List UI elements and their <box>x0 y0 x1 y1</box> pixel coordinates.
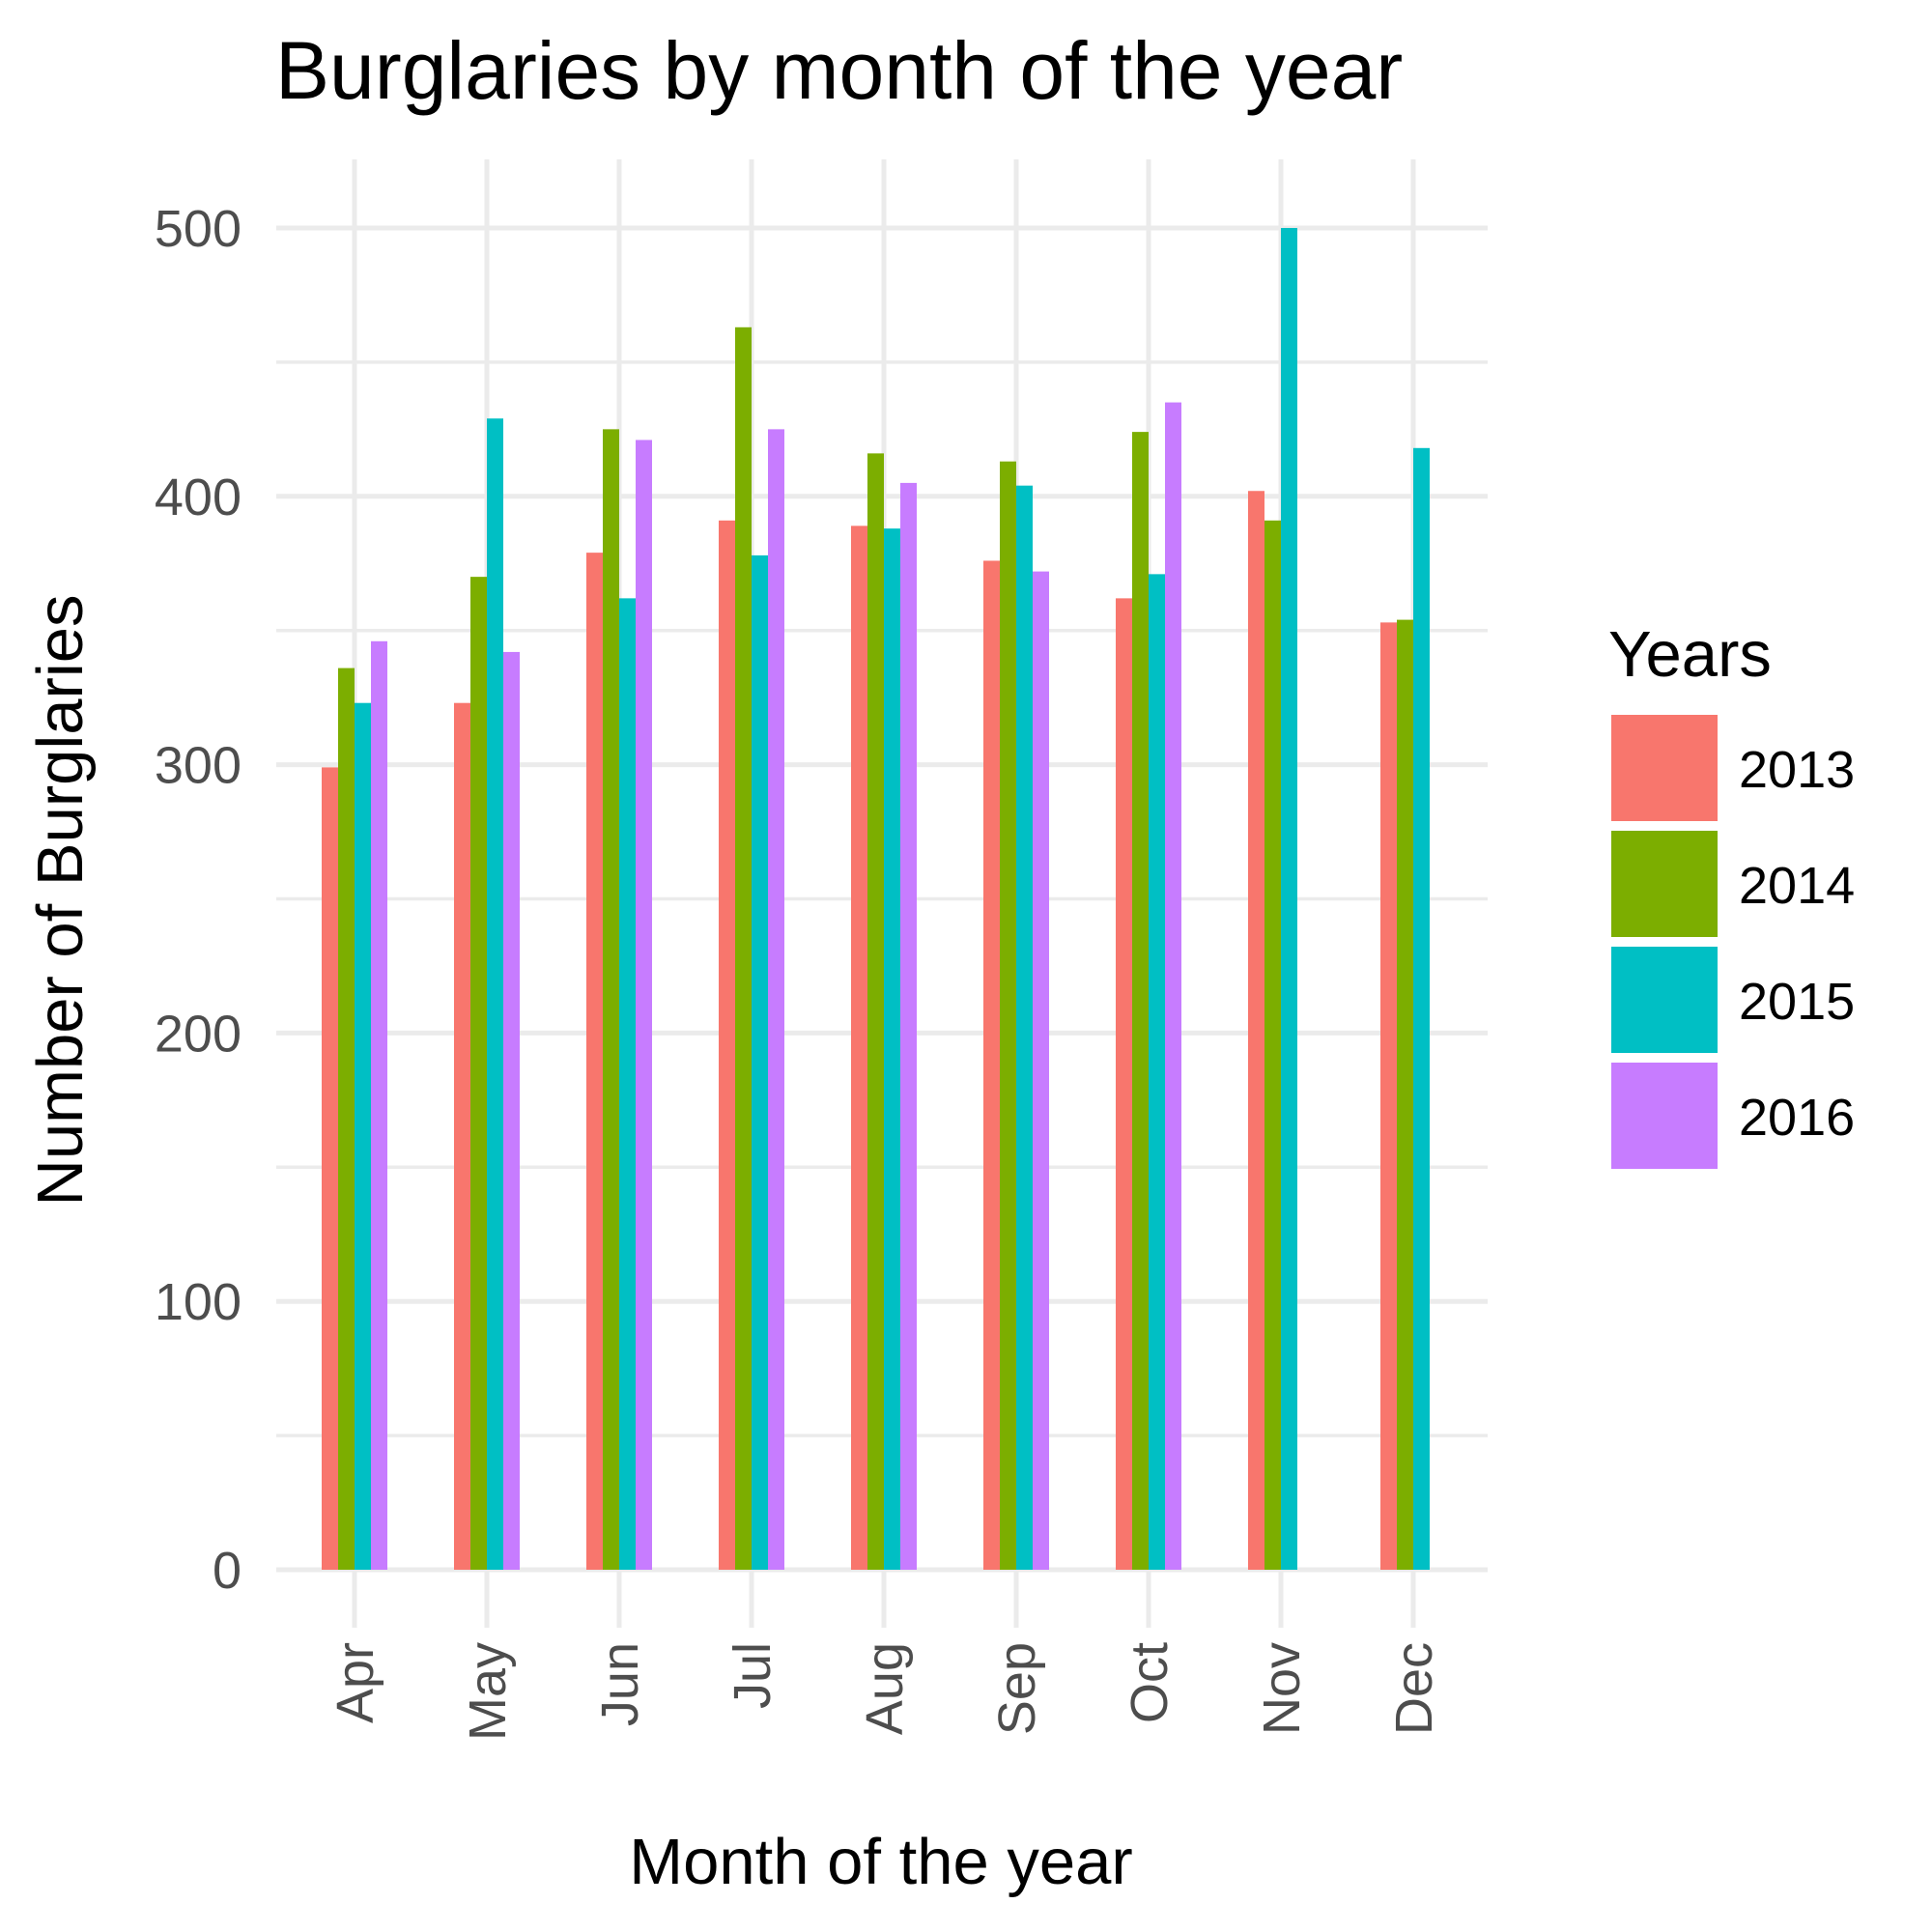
bar-sep-2016 <box>1033 571 1049 1570</box>
x-tick-label: Sep <box>988 1642 1046 1735</box>
bar-aug-2014 <box>867 453 884 1570</box>
bar-oct-2016 <box>1165 402 1181 1570</box>
legend-label-2016: 2016 <box>1739 1089 1855 1147</box>
x-tick-label: Aug <box>856 1642 914 1735</box>
bar-apr-2016 <box>371 640 387 1570</box>
legend-label-2015: 2015 <box>1739 973 1855 1031</box>
x-tick-label: Jun <box>591 1642 649 1726</box>
y-tick-label: 400 <box>155 469 242 526</box>
y-tick-label: 0 <box>213 1542 242 1600</box>
legend: Years 2013 2014 2015 2016 <box>1608 618 1855 1169</box>
bar-aug-2016 <box>900 482 917 1570</box>
bar-may-2013 <box>454 702 470 1570</box>
bar-may-2014 <box>470 577 487 1570</box>
bar-aug-2013 <box>851 526 867 1571</box>
bar-sep-2013 <box>983 560 1000 1571</box>
legend-key-2016 <box>1611 1063 1718 1169</box>
bar-jul-2014 <box>735 327 752 1570</box>
legend-key-2013 <box>1611 715 1718 821</box>
legend-label-2014: 2014 <box>1739 857 1855 915</box>
x-tick-label: Apr <box>327 1642 384 1723</box>
bar-apr-2013 <box>322 767 338 1570</box>
bar-may-2015 <box>487 418 503 1570</box>
y-tick-label: 200 <box>155 1005 242 1063</box>
x-axis-ticks: Apr May Jun Jul Aug Sep Oct Nov Dec <box>327 1642 1443 1741</box>
bar-nov-2014 <box>1264 520 1281 1570</box>
y-tick-label: 100 <box>155 1273 242 1331</box>
bar-jun-2016 <box>636 440 652 1570</box>
y-tick-label: 500 <box>155 200 242 258</box>
x-tick-label: Oct <box>1121 1642 1179 1723</box>
x-tick-label: May <box>459 1642 517 1741</box>
bar-jun-2015 <box>619 598 636 1570</box>
bar-sep-2015 <box>1016 485 1033 1570</box>
bar-jul-2013 <box>719 520 735 1570</box>
bar-apr-2014 <box>338 668 355 1570</box>
bar-oct-2014 <box>1132 432 1149 1571</box>
bar-nov-2015 <box>1281 228 1297 1570</box>
legend-label-2013: 2013 <box>1739 741 1855 799</box>
legend-title: Years <box>1608 618 1772 691</box>
bar-jul-2015 <box>752 554 768 1570</box>
y-axis-ticks: 0 100 200 300 400 500 <box>155 200 242 1600</box>
bar-nov-2013 <box>1248 491 1264 1570</box>
bar-apr-2015 <box>355 702 371 1570</box>
x-tick-label: Jul <box>724 1642 781 1709</box>
bar-oct-2015 <box>1149 574 1165 1570</box>
bar-dec-2015 <box>1413 447 1430 1570</box>
x-tick-label: Dec <box>1385 1642 1443 1735</box>
x-tick-label: Nov <box>1253 1642 1311 1735</box>
bars <box>322 228 1430 1571</box>
bar-dec-2013 <box>1380 622 1397 1570</box>
legend-key-2014 <box>1611 831 1718 937</box>
chart-title: Burglaries by month of the year <box>275 25 1403 116</box>
y-tick-label: 300 <box>155 737 242 795</box>
bar-jun-2013 <box>586 553 603 1571</box>
bar-jun-2014 <box>603 429 619 1571</box>
bar-oct-2013 <box>1116 598 1132 1570</box>
bar-jul-2016 <box>768 429 784 1571</box>
bar-may-2016 <box>503 651 520 1570</box>
y-axis-title: Number of Burglaries <box>24 594 97 1206</box>
x-axis-title: Month of the year <box>629 1826 1132 1898</box>
bar-dec-2014 <box>1397 619 1413 1570</box>
bar-aug-2015 <box>884 528 900 1570</box>
bar-sep-2014 <box>1000 461 1016 1570</box>
legend-key-2015 <box>1611 947 1718 1053</box>
